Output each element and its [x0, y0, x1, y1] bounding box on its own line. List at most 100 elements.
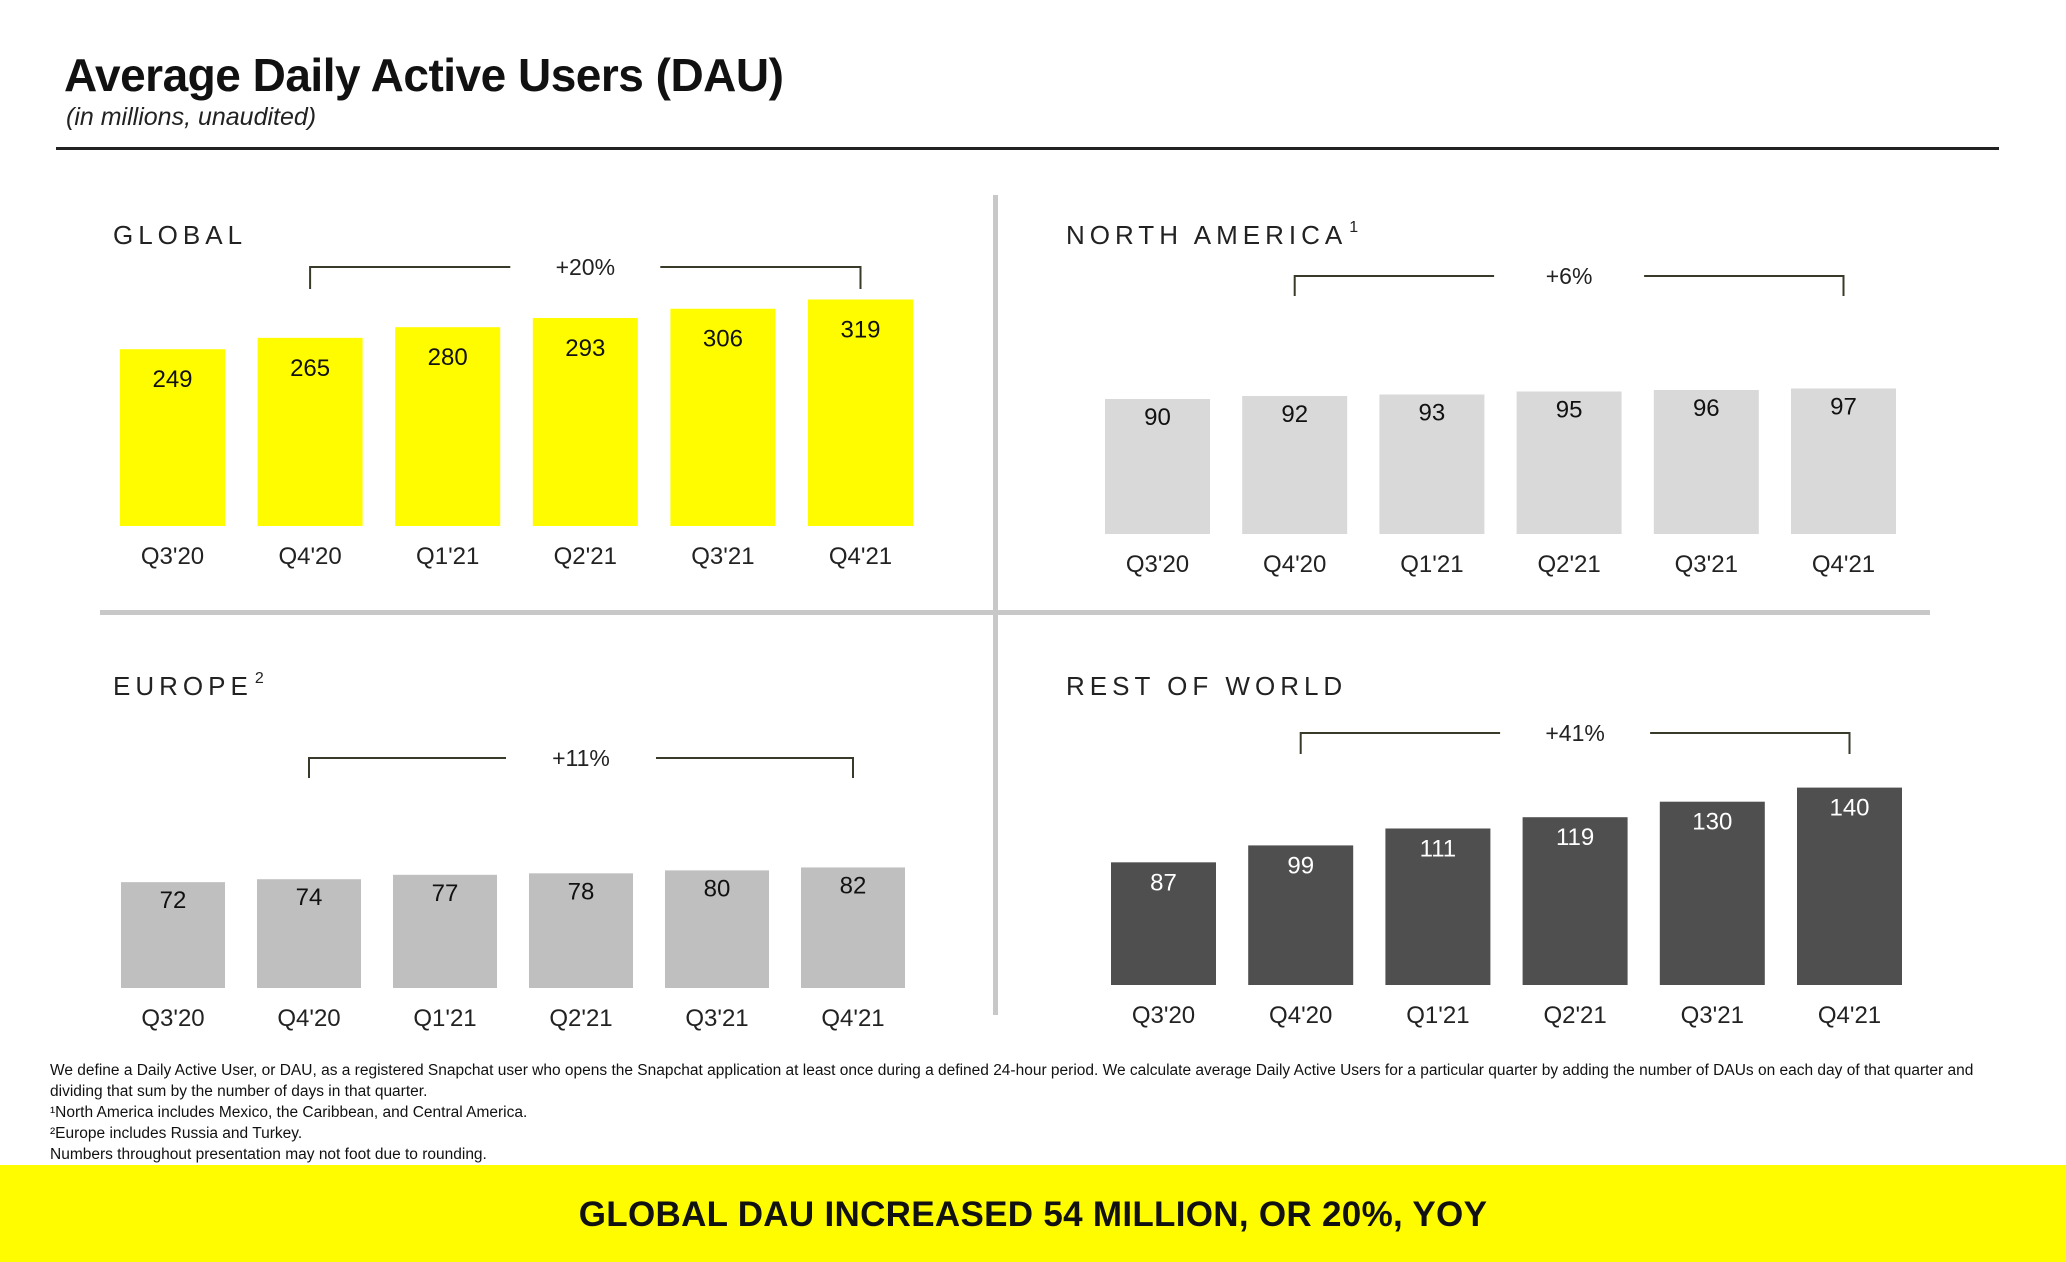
bar-value-label: 119	[1556, 824, 1594, 851]
bar-value-label: 87	[1150, 869, 1177, 896]
bar-rest-of-world-5	[1797, 787, 1902, 985]
bar-rest-of-world-0	[1111, 862, 1216, 985]
footnote-1: ¹North America includes Mexico, the Cari…	[50, 1104, 528, 1121]
growth-bracket	[309, 266, 862, 289]
bar-north-america-1	[1242, 396, 1348, 534]
bar-value-label: 293	[565, 335, 605, 362]
bar-value-label: 77	[432, 880, 459, 907]
bar-value-label: 72	[160, 887, 187, 914]
chart-rest-of-world: REST OF WORLD 87 Q3'20 99 Q4'20 111 Q1'21 119 Q2…	[1066, 671, 1902, 1029]
x-tick-label: Q4'20	[1263, 551, 1326, 578]
rounding-note: Numbers throughout presentation may not …	[50, 1146, 487, 1163]
bar-value-label: 96	[1693, 395, 1720, 422]
bar-europe-4	[665, 870, 769, 988]
page-title: Average Daily Active Users (DAU)	[64, 49, 784, 101]
bar-global-2	[395, 327, 501, 526]
x-tick-label: Q3'20	[1126, 551, 1189, 578]
bar-value-label: 90	[1144, 404, 1171, 431]
x-tick-label: Q2'21	[1543, 1002, 1606, 1029]
bar-north-america-0	[1105, 399, 1210, 534]
x-tick-label: Q1'21	[1400, 551, 1463, 578]
x-tick-label: Q4'21	[1818, 1002, 1881, 1029]
bar-value-label: 99	[1287, 852, 1314, 879]
chart-title-superscript: 2	[255, 670, 269, 687]
bar-value-label: 82	[840, 872, 867, 899]
bar-value-label: 306	[703, 326, 743, 353]
chart-europe: EUROPE 2 72 Q3'20 74 Q4'20 77 Q1'21 78 Q2'21 80 Q3'…	[113, 670, 905, 1032]
x-tick-label: Q2'21	[1537, 551, 1600, 578]
chart-title-global: GLOBAL	[113, 220, 247, 250]
banner-text: GLOBAL DAU INCREASED 54 MILLION, OR 20%,…	[578, 1195, 1488, 1234]
bar-value-label: 92	[1281, 401, 1308, 428]
growth-label: +11%	[552, 745, 610, 771]
growth-bracket	[308, 757, 854, 778]
bar-rest-of-world-2	[1385, 828, 1491, 985]
bar-europe-3	[529, 873, 633, 988]
horizontal-divider	[100, 610, 1930, 615]
bar-europe-5	[801, 867, 905, 988]
bar-europe-0	[121, 882, 225, 988]
footnote-2: ²Europe includes Russia and Turkey.	[50, 1125, 303, 1142]
x-tick-label: Q2'21	[549, 1005, 612, 1032]
bar-value-label: 280	[428, 344, 468, 371]
bar-global-1	[257, 337, 363, 526]
x-tick-label: Q1'21	[413, 1005, 476, 1032]
bar-rest-of-world-3	[1522, 817, 1628, 985]
bar-value-label: 111	[1420, 835, 1456, 862]
bar-north-america-4	[1653, 390, 1759, 534]
x-tick-label: Q2'21	[554, 543, 617, 570]
dau-definition-note: We define a Daily Active User, or DAU, a…	[50, 1062, 1974, 1100]
bar-value-label: 130	[1692, 809, 1732, 836]
bar-value-label: 249	[152, 366, 192, 393]
chart-global: GLOBAL 249 Q3'20 265 Q4'20 280 Q1'21 293 Q2'21 30…	[113, 220, 913, 570]
x-tick-label: Q4'21	[821, 1005, 884, 1032]
bar-global-4	[670, 308, 776, 526]
bar-north-america-2	[1379, 394, 1485, 534]
x-tick-label: Q1'21	[1406, 1002, 1469, 1029]
x-tick-label: Q1'21	[416, 543, 479, 570]
bar-value-label: 93	[1419, 400, 1446, 427]
x-tick-label: Q4'21	[1812, 551, 1875, 578]
bar-value-label: 140	[1829, 795, 1869, 822]
bar-value-label: 78	[568, 878, 595, 905]
x-tick-label: Q4'21	[829, 543, 892, 570]
title-rule	[56, 147, 1999, 150]
growth-bracket	[1293, 275, 1845, 296]
growth-label: +6%	[1546, 263, 1593, 289]
growth-bracket	[1299, 732, 1851, 754]
bar-value-label: 97	[1830, 394, 1857, 421]
chart-title-europe: EUROPE 2	[113, 670, 269, 701]
bar-rest-of-world-1	[1248, 845, 1354, 985]
page-subtitle: (in millions, unaudited)	[66, 103, 317, 131]
bar-north-america-5	[1791, 388, 1896, 534]
x-tick-label: Q4'20	[1269, 1002, 1332, 1029]
x-tick-label: Q3'21	[691, 543, 754, 570]
chart-title-rest-of-world: REST OF WORLD	[1066, 671, 1347, 701]
bar-value-label: 319	[840, 317, 880, 344]
bar-value-label: 265	[290, 355, 330, 382]
bar-europe-1	[257, 879, 361, 988]
x-tick-label: Q4'20	[278, 543, 341, 570]
growth-label: +41%	[1545, 720, 1604, 746]
growth-label: +20%	[556, 254, 615, 280]
bar-value-label: 74	[296, 884, 323, 911]
bar-global-5	[808, 299, 913, 526]
bar-europe-2	[393, 874, 497, 988]
bar-global-0	[120, 349, 225, 526]
bar-global-3	[532, 317, 638, 526]
x-tick-label: Q3'20	[141, 543, 204, 570]
x-tick-label: Q3'20	[141, 1005, 204, 1032]
x-tick-label: Q3'21	[1675, 551, 1738, 578]
x-tick-label: Q3'20	[1132, 1002, 1195, 1029]
bar-rest-of-world-4	[1659, 801, 1765, 985]
bar-value-label: 80	[704, 875, 731, 902]
x-tick-label: Q3'21	[685, 1005, 748, 1032]
vertical-divider	[993, 195, 998, 1015]
x-tick-label: Q4'20	[277, 1005, 340, 1032]
highlight-banner: GLOBAL DAU INCREASED 54 MILLION, OR 20%,…	[0, 1165, 2066, 1262]
chart-title-north-america: NORTH AMERICA 1	[1066, 219, 1363, 250]
bar-value-label: 95	[1556, 397, 1583, 424]
bar-north-america-3	[1516, 391, 1622, 534]
footnotes: We define a Daily Active User, or DAU, a…	[50, 1060, 2020, 1165]
